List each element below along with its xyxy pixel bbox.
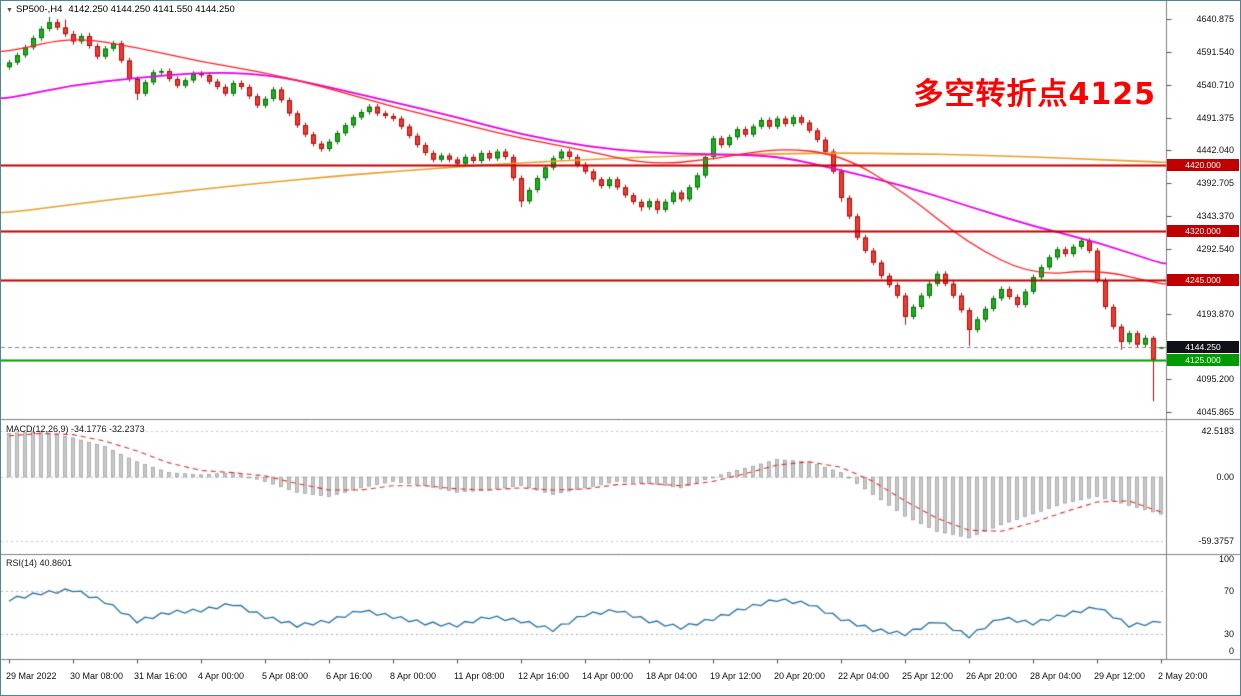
- symbol-dropdown-icon[interactable]: ▼: [6, 7, 13, 14]
- ohlc-values: 4142.250 4144.250 4141.550 4144.250: [68, 4, 235, 15]
- annotation-text: 多空转折点4125: [913, 77, 1156, 112]
- symbol-label: SP500-,H4: [15, 4, 63, 15]
- rsi-label: RSI(14) 40.8601: [6, 558, 73, 568]
- chart-title: ▼ SP500-,H4 4142.250 4144.250 4141.550 414…: [6, 4, 235, 15]
- macd-label: MACD(12,26,9) -34.1776 -32.2373: [6, 424, 145, 434]
